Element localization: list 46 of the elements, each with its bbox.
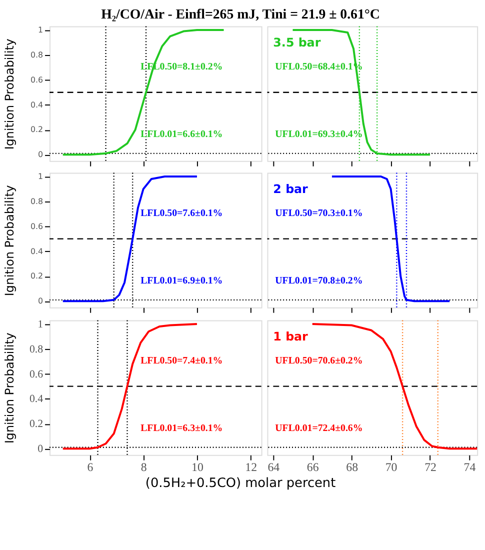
x-tick-label: 12 [245,460,258,474]
y-axis-title: Ignition Probability [2,38,16,150]
annotation: UFL0.01=69.3±0.4% [275,128,363,140]
annotation: LFL0.01=6.6±0.1% [140,128,223,140]
x-tick-label: 6 [87,460,94,474]
y-tick-label: 0.8 [30,50,44,60]
annotation: LFL0.01=6.9±0.1% [140,275,223,286]
x-tick-label: 68 [346,460,358,474]
y-tick-label: 0.2 [29,418,44,430]
y-tick-label: 0.2 [30,272,44,281]
x-tick-label: 74 [464,460,476,474]
y-tick-label: 1 [38,26,44,35]
y-tick-label: 0 [38,296,44,306]
y-tick-label: 0 [38,150,44,160]
annotation: LFL0.50=7.6±0.1% [140,208,223,220]
x-tick-label: 10 [192,460,204,474]
y-tick-label: 0.6 [30,222,44,231]
x-tick-label: 8 [140,460,147,474]
y-tick-label: 0 [38,443,44,456]
y-tick-label: 1 [38,318,44,330]
annotation: UFL0.01=72.4±0.6% [275,422,363,434]
y-tick-label: 0.8 [29,343,44,356]
y-tick-label: 0.2 [30,125,44,134]
x-tick-label: 72 [424,460,437,474]
annotation: 2 bar [273,182,308,196]
y-tick-label: 0.6 [29,368,44,380]
y-tick-label: 1 [38,172,44,181]
x-tick-label: 70 [385,460,398,474]
x-tick-label: 64 [268,460,280,474]
annotation: UFL0.50=70.3±0.1% [275,208,363,220]
y-axis-title: Ignition Probability [2,332,16,444]
annotation: UFL0.50=70.6±0.2% [275,356,363,367]
y-tick-label: 0.4 [30,100,44,110]
y-tick-label: 0.4 [29,393,44,406]
chart-title: H₂/CO/Air - Einfl=265 mJ, Tini = 21.9 ± 0.61°C [101,6,380,22]
annotation: 3.5 bar [273,35,321,50]
x-tick-label: 66 [306,460,319,474]
annotation: UFL0.01=70.8±0.2% [275,275,363,286]
x-axis-title: (0.5H₂+0.5CO) molar percent [145,476,336,492]
y-tick-label: 0.8 [30,196,44,206]
annotation: LFL0.50=7.4±0.1% [140,356,223,367]
y-tick-label: 0.4 [30,246,44,256]
annotation: 1 bar [273,329,308,344]
y-axis-title: Ignition Probability [2,185,16,296]
annotation: LFL0.01=6.3±0.1% [140,422,223,434]
y-tick-label: 0.6 [30,75,44,84]
